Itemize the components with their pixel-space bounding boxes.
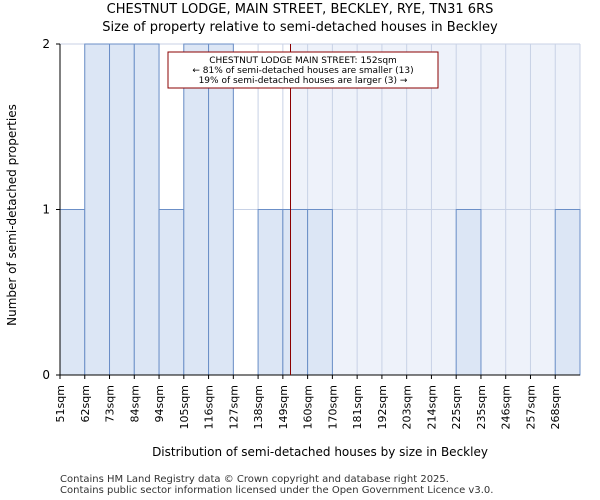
x-tick-label: 225sqm — [450, 385, 463, 429]
bar — [59, 209, 86, 376]
annotation-text: CHESTNUT LODGE MAIN STREET: 152sqm — [209, 56, 397, 66]
bar — [183, 43, 210, 376]
x-tick-label: 149sqm — [277, 385, 290, 429]
x-tick-label: 170sqm — [326, 385, 339, 429]
x-tick-label: 84sqm — [128, 385, 141, 422]
x-tick-label: 138sqm — [252, 385, 265, 429]
annotation-box — [167, 51, 439, 89]
x-axis-label: Distribution of semi-detached houses by … — [152, 445, 488, 459]
x-tick-label: 235sqm — [475, 385, 488, 429]
x-tick-label: 116sqm — [203, 385, 216, 429]
x-tick-label: 192sqm — [376, 385, 389, 429]
bar — [257, 209, 284, 376]
bar — [282, 209, 309, 376]
x-tick-label: 181sqm — [351, 385, 364, 429]
bar — [307, 209, 333, 376]
x-tick-label: 94sqm — [153, 385, 166, 422]
x-tick-label: 203sqm — [401, 385, 414, 429]
chart-title: CHESTNUT LODGE, MAIN STREET, BECKLEY, RY… — [106, 2, 494, 17]
x-tick-label: 160sqm — [302, 385, 315, 429]
x-tick-label: 268sqm — [549, 385, 562, 429]
annotation-text: 19% of semi-detached houses are larger (… — [199, 76, 408, 86]
chart-subtitle: Size of property relative to semi-detach… — [102, 20, 498, 35]
y-tick-label: 2 — [42, 37, 50, 51]
bar — [554, 209, 581, 376]
x-tick-label: 246sqm — [500, 385, 513, 429]
bar — [109, 43, 135, 376]
footer-copyright: Contains HM Land Registry data © Crown c… — [60, 474, 449, 485]
bar — [84, 43, 111, 376]
bar — [133, 43, 160, 376]
annotation-text: ← 81% of semi-detached houses are smalle… — [192, 66, 413, 76]
bar — [455, 209, 482, 376]
bar — [158, 209, 185, 376]
x-tick-label: 62sqm — [79, 385, 92, 422]
bar — [208, 43, 234, 376]
x-tick-label: 73sqm — [104, 385, 117, 422]
x-tick-label: 257sqm — [524, 385, 537, 429]
x-tick-label: 214sqm — [425, 385, 438, 429]
y-tick-label: 1 — [42, 203, 50, 217]
x-tick-label: 105sqm — [178, 385, 191, 429]
footer-licence: Contains public sector information licen… — [60, 485, 494, 496]
x-tick-label: 51sqm — [54, 385, 67, 422]
x-tick-label: 127sqm — [227, 385, 240, 429]
y-tick-label: 0 — [42, 368, 50, 382]
y-axis-label: Number of semi-detached properties — [5, 104, 19, 326]
